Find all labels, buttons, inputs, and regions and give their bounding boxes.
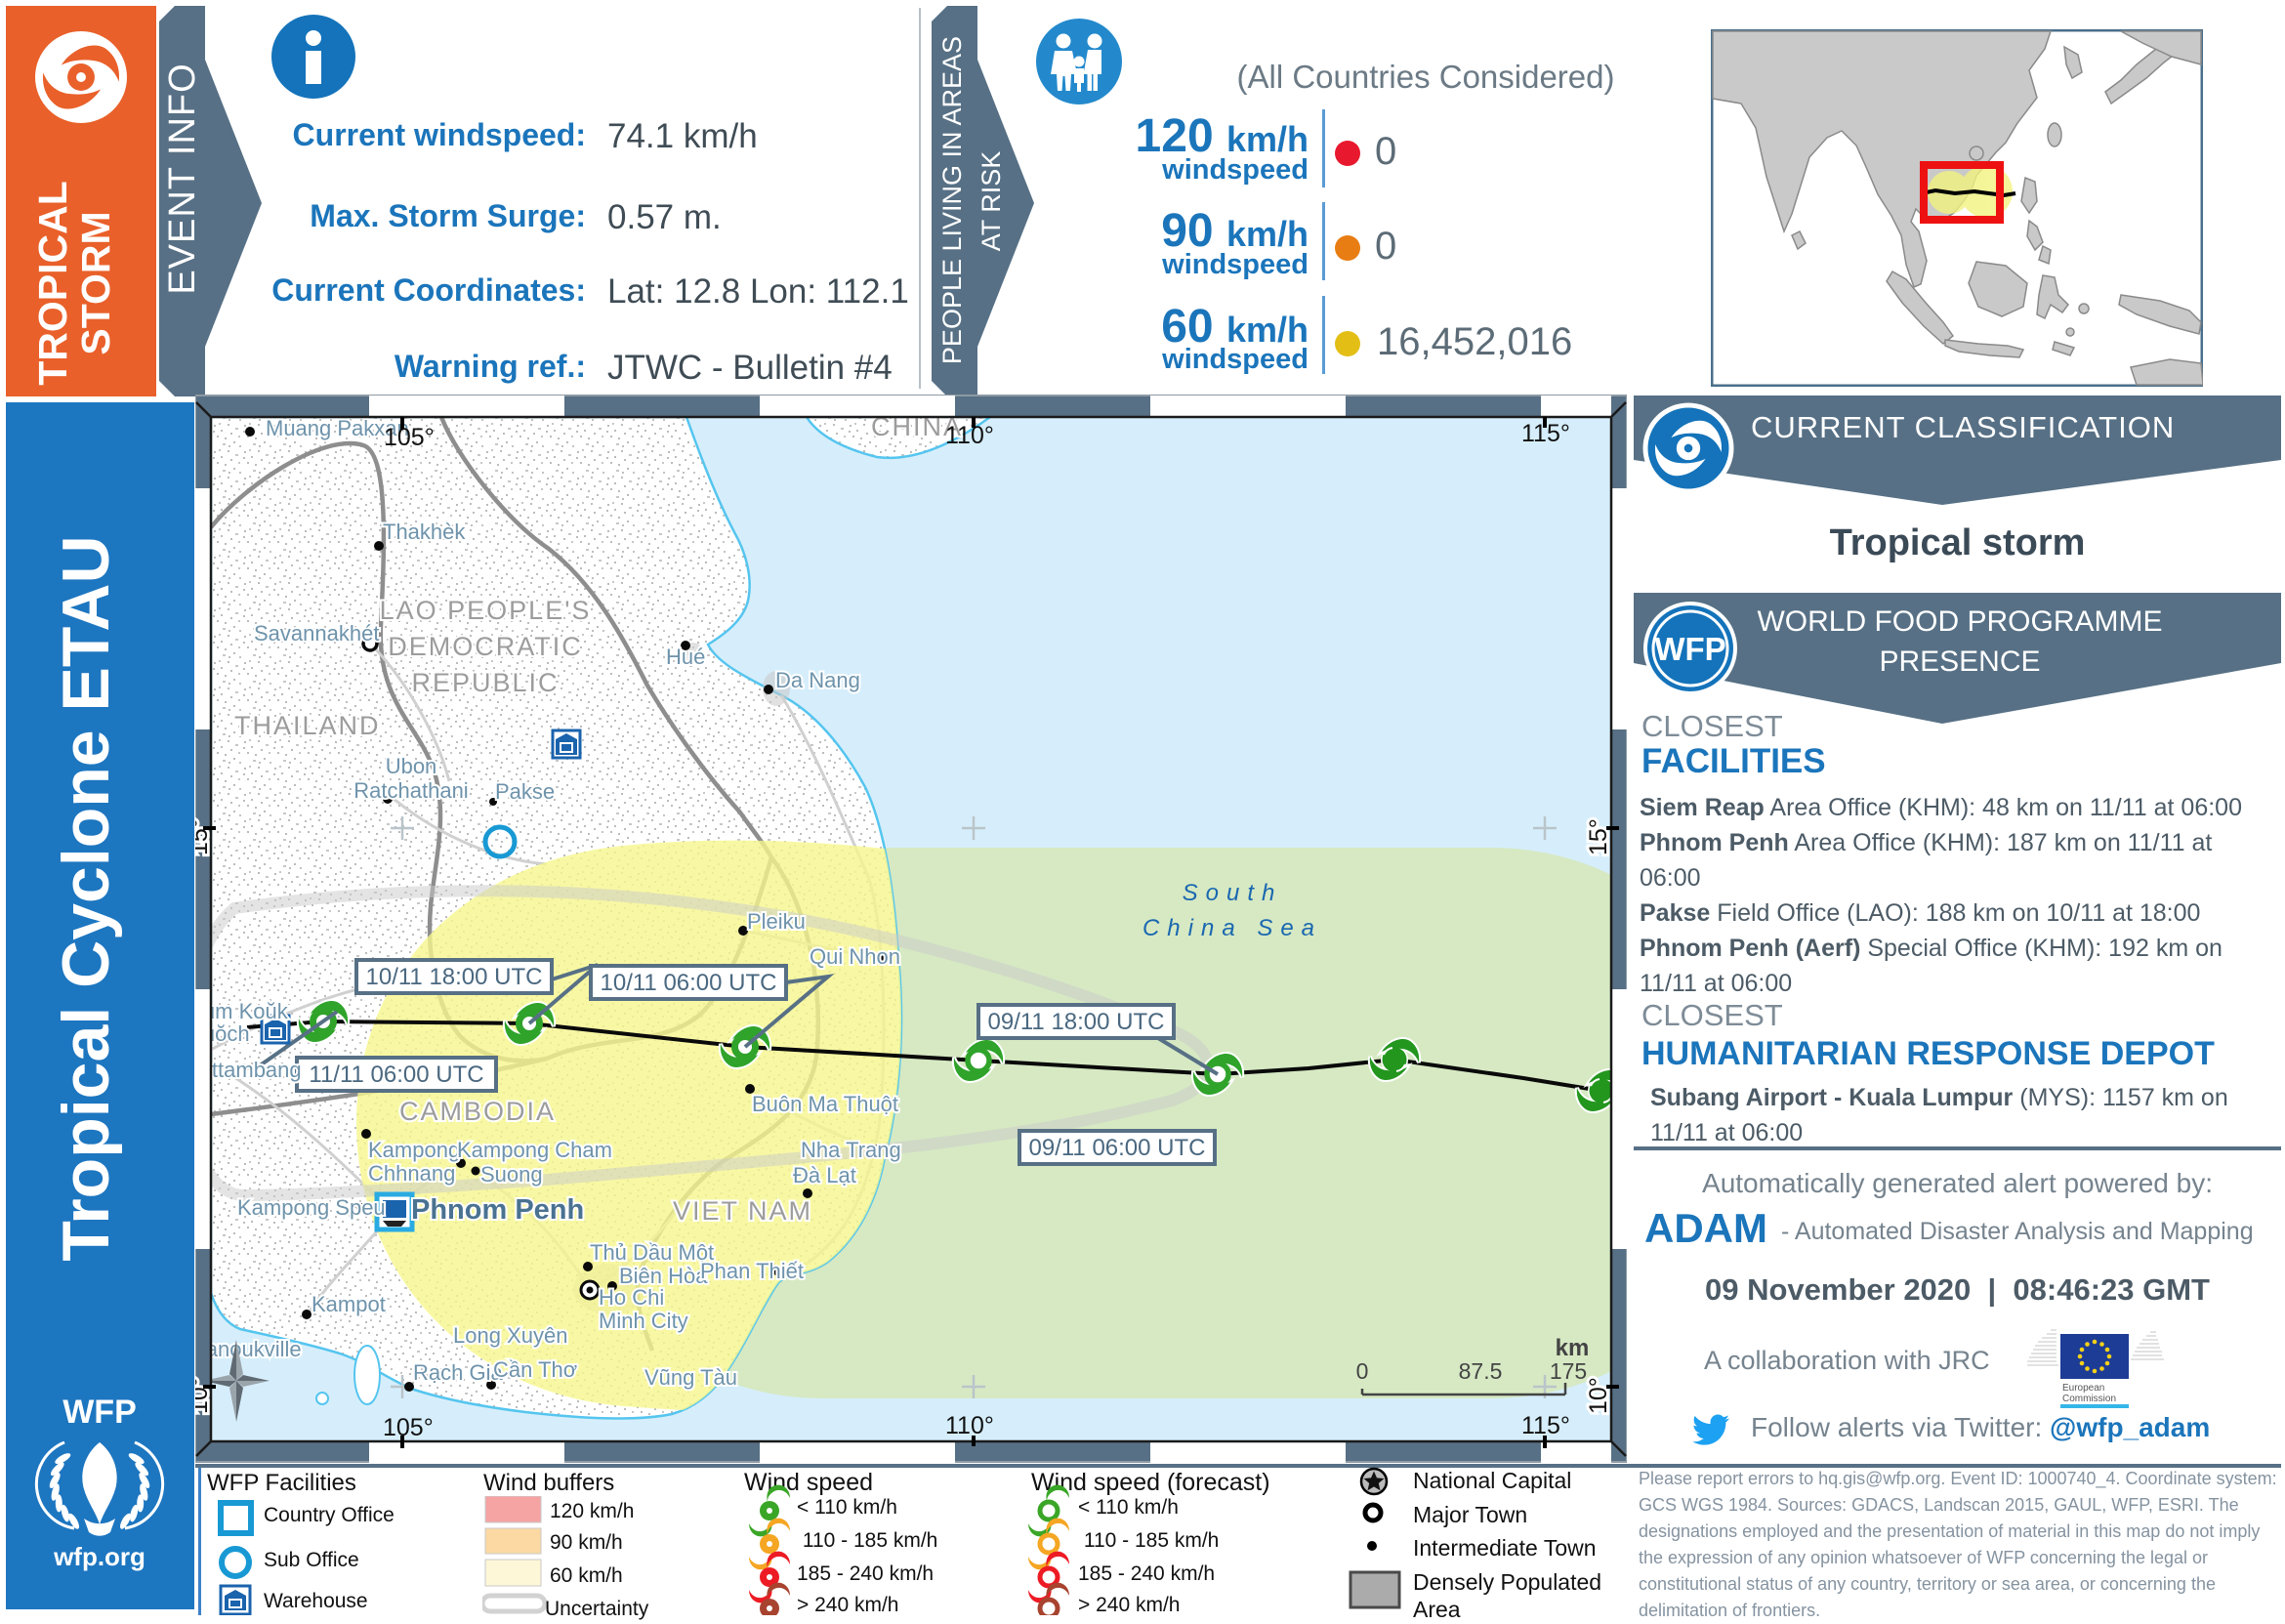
svg-text:Kampot: Kampot: [312, 1292, 386, 1316]
svg-text:Da Nang: Da Nang: [775, 668, 860, 692]
svg-text:Buôn Ma Thuột: Buôn Ma Thuột: [752, 1092, 898, 1116]
svg-text:Pleiku: Pleiku: [747, 909, 806, 934]
svg-text:09/11 18:00 UTC: 09/11 18:00 UTC: [988, 1009, 1165, 1035]
svg-text:Savannakhét: Savannakhét: [254, 621, 379, 645]
svg-text:Nha Trang: Nha Trang: [801, 1138, 901, 1162]
svg-text:Ho Chi: Ho Chi: [599, 1285, 664, 1310]
svg-text:Thakhèk: Thakhèk: [383, 520, 466, 544]
svg-text:110°: 110°: [945, 422, 994, 449]
svg-text:Long Xuyên: Long Xuyên: [453, 1323, 567, 1348]
svg-text:Đà Lạt: Đà Lạt: [793, 1163, 856, 1187]
svg-text:Suong: Suong: [480, 1162, 543, 1187]
svg-text:0: 0: [1356, 1358, 1369, 1384]
svg-text:CHINA: CHINA: [871, 412, 963, 441]
svg-text:Phan Thiết: Phan Thiết: [700, 1259, 804, 1283]
svg-text:Phum Koŭk: Phum Koŭk: [195, 999, 289, 1023]
svg-text:Cần Thơ: Cần Thơ: [493, 1357, 577, 1382]
svg-text:110°: 110°: [945, 1412, 994, 1439]
svg-text:Kampong: Kampong: [368, 1138, 460, 1162]
svg-text:87.5: 87.5: [1459, 1358, 1503, 1384]
svg-text:Kduŏch: Kduŏch: [195, 1021, 250, 1046]
svg-text:175: 175: [1550, 1358, 1587, 1384]
svg-text:Pakse: Pakse: [495, 779, 555, 804]
svg-text:115°: 115°: [1521, 1412, 1570, 1439]
svg-text:Kampong Speu: Kampong Speu: [237, 1195, 386, 1220]
svg-text:Ubon: Ubon: [386, 754, 437, 778]
svg-text:South: South: [1183, 880, 1283, 906]
svg-text:Minh City: Minh City: [599, 1309, 688, 1333]
svg-text:VIET NAM: VIET NAM: [673, 1196, 812, 1226]
svg-text:09/11 06:00 UTC: 09/11 06:00 UTC: [1029, 1135, 1206, 1161]
svg-text:10/11 06:00 UTC: 10/11 06:00 UTC: [601, 970, 777, 996]
svg-text:Chhnang: Chhnang: [368, 1161, 455, 1186]
svg-text:11/11 06:00 UTC: 11/11 06:00 UTC: [309, 1062, 483, 1088]
svg-text:WFP: WFP: [1654, 631, 1725, 667]
svg-text:WFP: WFP: [62, 1394, 137, 1431]
svg-text:Hué: Hué: [666, 645, 705, 669]
svg-text:Muang Pakxan: Muang Pakxan: [266, 416, 409, 440]
svg-text:Commission: Commission: [2062, 1394, 2116, 1404]
svg-text:10/11 18:00 UTC: 10/11 18:00 UTC: [366, 964, 543, 990]
svg-text:China Sea: China Sea: [1142, 915, 1322, 941]
svg-text:Vũng Tàu: Vũng Tàu: [644, 1365, 737, 1390]
svg-text:Phnom Penh: Phnom Penh: [411, 1194, 584, 1226]
svg-text:Ratchathani: Ratchathani: [353, 778, 468, 803]
svg-text:10°: 10°: [1585, 1377, 1612, 1414]
svg-text:105°: 105°: [383, 1414, 434, 1441]
svg-text:Thủ Dầu Một: Thủ Dầu Một: [590, 1240, 714, 1265]
svg-text:DEMOCRATIC: DEMOCRATIC: [388, 632, 583, 661]
svg-text:Kampong Cham: Kampong Cham: [457, 1138, 612, 1162]
svg-text:LAO PEOPLE'S: LAO PEOPLE'S: [380, 596, 592, 625]
svg-text:Biên Hòa: Biên Hòa: [619, 1264, 708, 1288]
svg-text:Qui Nhon: Qui Nhon: [810, 944, 900, 969]
svg-text:15°: 15°: [1585, 818, 1612, 855]
svg-text:CAMBODIA: CAMBODIA: [399, 1097, 556, 1126]
svg-text:Wind speed (forecast): Wind speed (forecast): [1031, 1469, 1270, 1496]
svg-text:REPUBLIC: REPUBLIC: [411, 668, 559, 697]
svg-text:km: km: [1556, 1335, 1590, 1361]
svg-text:wfp.org: wfp.org: [53, 1542, 145, 1571]
svg-text:Battambang: Battambang: [195, 1058, 302, 1082]
svg-text:Rạch Giá: Rạch Giá: [413, 1360, 503, 1385]
svg-text:Sihanoukville: Sihanoukville: [195, 1337, 302, 1361]
svg-text:Wind speed: Wind speed: [744, 1469, 873, 1496]
svg-text:THAILAND: THAILAND: [234, 711, 381, 740]
svg-text:105°: 105°: [384, 424, 435, 451]
svg-text:European: European: [2062, 1383, 2104, 1394]
